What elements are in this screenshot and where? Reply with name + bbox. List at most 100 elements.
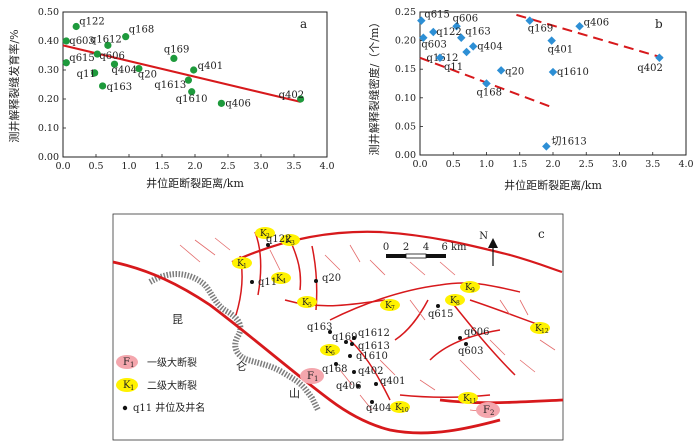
- data-point-q1612: [462, 47, 471, 57]
- k-badge-sub: 7: [391, 305, 395, 312]
- well-marker-q20: [314, 279, 318, 283]
- legend-f-main: F: [123, 357, 130, 368]
- legend-k-main: K: [123, 380, 131, 391]
- data-point-q402: [297, 95, 305, 103]
- data-point-q603: [62, 37, 70, 45]
- fault-badge-main: F: [307, 371, 314, 382]
- y-tick-label: 0.50: [38, 7, 59, 18]
- map-legend: F 1 一级大断裂 K 1 二级大断裂 q11 井位及井名: [116, 355, 205, 414]
- k-badge-main: K: [535, 324, 542, 334]
- k-badge-main: K: [285, 236, 292, 246]
- k-badge-k11: [458, 392, 478, 404]
- well-label-q1613: q1613: [358, 341, 390, 352]
- well-marker-q1610: [348, 354, 352, 358]
- north-label: N: [479, 231, 488, 242]
- well-label-q11: q11: [258, 277, 277, 288]
- panel-label-b: b: [655, 17, 663, 31]
- minor-faults: [179, 237, 556, 413]
- data-point-q163: [456, 33, 466, 42]
- k-badge-sub: 6: [331, 350, 335, 357]
- x-tick-label: 0.5: [446, 159, 461, 170]
- y-tick-label: 0.15: [395, 64, 416, 75]
- point-label-q11: q11: [444, 62, 463, 73]
- panel-label-a: a: [300, 17, 307, 31]
- well-marker-q122: [266, 243, 270, 247]
- y-axis-label-b: 测井解释裂缝密度/（个/m）: [367, 17, 381, 156]
- k-badge-k3: [280, 234, 300, 246]
- data-point-q401: [547, 36, 556, 45]
- point-label-q163: q163: [465, 27, 491, 38]
- well-label-q169: q169: [332, 332, 358, 343]
- x-tick-label: 4.0: [678, 159, 693, 170]
- well-marker-q615: [436, 304, 440, 308]
- point-label-q20: q20: [138, 70, 157, 81]
- k-badge-k2: [255, 227, 275, 239]
- legend-f-sub: 1: [130, 361, 134, 369]
- scale-bar: 0 2 4 6 km: [383, 242, 467, 259]
- x-axis-label-b: 井位距断裂距离/km: [504, 178, 602, 192]
- point-label-q169: q169: [164, 44, 190, 55]
- well-marker-q603: [464, 342, 468, 346]
- fault-badge-main: F: [483, 405, 490, 416]
- y-tick-label: 0.00: [38, 152, 59, 163]
- point-label-q122: q122: [436, 27, 462, 38]
- data-point-q615: [62, 59, 70, 67]
- data-point-q406: [217, 99, 225, 107]
- x-tick-label: 2.0: [187, 161, 202, 172]
- x-tick-label: 0.0: [55, 161, 70, 172]
- point-label-q406: q406: [225, 98, 251, 109]
- data-point-q401: [190, 66, 198, 74]
- data-point-q402: [655, 53, 664, 63]
- data-point-q20: [496, 66, 506, 75]
- legend-well-text: q11 井位及井名: [133, 401, 205, 414]
- x-tick-label: 2.0: [545, 159, 560, 170]
- k-badge-main: K: [237, 259, 244, 269]
- point-label-q404: q404: [111, 65, 137, 76]
- x-axis-label-a: 井位距断裂距离/km: [146, 176, 244, 190]
- x-tick-label: 4.0: [319, 161, 334, 172]
- k-badge-sub: 3: [291, 240, 295, 247]
- data-point-q1613: [184, 76, 192, 84]
- well-label-q163: q163: [307, 322, 333, 333]
- scale-tick-0: 0: [383, 242, 389, 253]
- well-label-q606: q606: [464, 327, 490, 338]
- data-point-q169: [170, 54, 178, 63]
- data-point-q1610: [188, 88, 196, 96]
- data-point-q603: [419, 33, 428, 42]
- fault-badge-f1: [300, 368, 324, 384]
- k-badge-sub: 8: [456, 300, 460, 307]
- point-label-q401: q401: [198, 61, 224, 72]
- x-tick-label: 3.5: [645, 159, 660, 170]
- point-label-q603: q603: [69, 36, 95, 47]
- point-label-q606: q606: [99, 51, 125, 62]
- legend-k-swatch: [116, 378, 138, 392]
- k-badge-sub: 5: [308, 302, 312, 309]
- x-tick-label: 1.0: [121, 161, 136, 172]
- fault-f1-line: [112, 260, 501, 435]
- panel-label-c: c: [538, 227, 545, 241]
- scale-tick-6: 6 km: [441, 242, 467, 253]
- well-marker-q402: [352, 370, 356, 374]
- chart-a: 0.0 0.5 1.0 1.5 2.0 2.5 3.0 3.5 4.0 0.00 0.10 0.20 0…: [7, 7, 335, 190]
- legend-k-sub: 1: [130, 384, 134, 392]
- legend-f-swatch: [116, 355, 138, 369]
- k-badge-sub: 12: [541, 328, 549, 335]
- region-char-1: 昆: [172, 313, 183, 326]
- k-badge-k9: [460, 281, 480, 293]
- map-c: c: [112, 213, 564, 441]
- k-badge-k12: [530, 322, 550, 334]
- point-label-q402: q402: [279, 90, 305, 101]
- data-point-q406: [575, 22, 584, 31]
- point-label-q1613: q1613: [154, 80, 186, 91]
- point-label-q615: q615: [69, 53, 95, 64]
- well-label-q603: q603: [458, 346, 484, 357]
- point-label-q615: q615: [424, 10, 450, 21]
- well-marker-q606: [458, 336, 462, 340]
- well-marker-q169: [344, 340, 348, 344]
- region-char-3: 山: [289, 387, 300, 400]
- k-badge-k10: [390, 401, 410, 413]
- well-label-q1610: q1610: [356, 351, 388, 362]
- point-label-q401: q401: [548, 45, 574, 56]
- well-marker-q401: [374, 382, 378, 386]
